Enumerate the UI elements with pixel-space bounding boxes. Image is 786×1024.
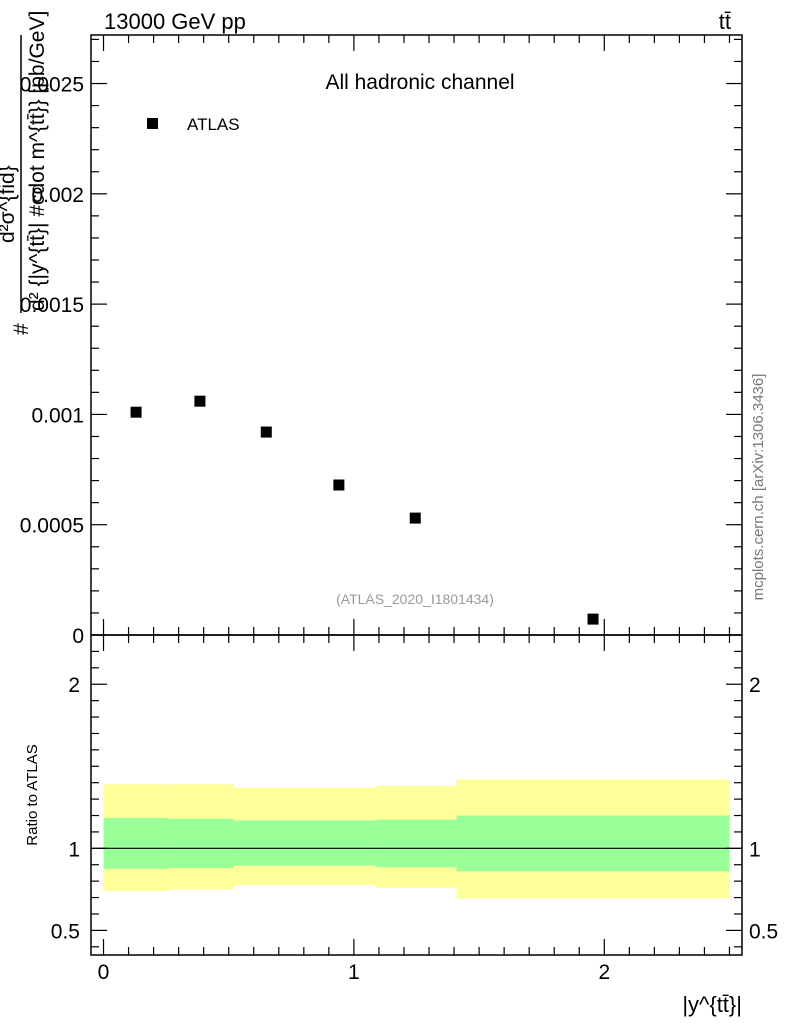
- data-point: [260, 426, 272, 438]
- inner-band: [233, 820, 377, 866]
- legend: ATLAS: [147, 115, 240, 134]
- y-tick-label: 0.0025: [20, 74, 84, 97]
- main-plot-panel: 0 0.0005 0.001 0.0015 0.002 0.0025 All hadron…: [0, 11, 743, 648]
- ratio-plot-ticks: [91, 635, 742, 955]
- legend-marker-atlas: [147, 118, 158, 129]
- x-tick-label: 0: [98, 961, 110, 984]
- data-point: [130, 406, 142, 418]
- ratio-plot-panel: 0.5 0.5 1 1 2 2 0 1 2 Ratio to ATLAS |y^{tt̄}|: [24, 634, 778, 1017]
- data-point: [194, 395, 206, 407]
- ratio-y-tick-label-right: 2: [749, 674, 761, 697]
- x-tick-label: 2: [598, 961, 610, 984]
- energy-label: 13000 GeV pp: [104, 9, 246, 34]
- y-tick-label: 0.001: [31, 404, 84, 427]
- main-plot-marks: [130, 395, 599, 625]
- ratio-y-tick-label-right: 0.5: [749, 920, 778, 943]
- ratio-bands: [103, 779, 730, 899]
- inner-band: [103, 817, 169, 869]
- analysis-id-watermark: (ATLAS_2020_I1801434): [336, 591, 494, 607]
- inner-band: [456, 815, 730, 872]
- chart-title: All hadronic channel: [325, 71, 514, 94]
- main-y-axis-label: # d²σ^{fid} d² {|y^{tt̄}| #cdot m^{tt̄}}…: [0, 11, 49, 335]
- ratio-y-axis-label: Ratio to ATLAS: [24, 744, 41, 845]
- site-credit-watermark: mcplots.cern.ch [arXiv:1306.3436]: [750, 374, 767, 601]
- process-label: tt̄: [719, 9, 731, 34]
- legend-label-atlas: ATLAS: [187, 115, 240, 134]
- x-tick-label: 1: [348, 961, 360, 984]
- data-point: [333, 479, 345, 491]
- ratio-y-tick-label-left: 1: [68, 838, 80, 861]
- y-tick-label: 0.002: [31, 184, 84, 207]
- y-tick-label: 0: [72, 625, 84, 648]
- ratio-y-tick-label-left: 2: [68, 674, 80, 697]
- y-label-prefix: #: [10, 323, 33, 335]
- y-label-numerator: d²σ^{fid}: [0, 165, 19, 243]
- data-point: [587, 613, 599, 625]
- y-tick-label: 0.0005: [20, 515, 84, 538]
- y-tick-label: 0.0015: [20, 294, 84, 317]
- ratio-y-tick-labels: 0.5 0.5 1 1 2 2: [51, 674, 778, 943]
- inner-band: [376, 819, 457, 868]
- ratio-y-tick-label-right: 1: [749, 838, 761, 861]
- main-plot-y-tick-labels: 0 0.0005 0.001 0.0015 0.002 0.0025: [20, 74, 84, 648]
- ratio-y-tick-label-left: 0.5: [51, 920, 80, 943]
- ratio-x-tick-labels: 0 1 2: [98, 961, 610, 984]
- inner-band: [168, 818, 234, 869]
- ratio-plot-frame: [90, 634, 743, 956]
- data-point: [409, 512, 421, 524]
- y-label-denominator: d² {|y^{tt̄}| #cdot m^{tt̄}} [pb/GeV]: [26, 11, 49, 311]
- x-axis-label: |y^{tt̄}|: [682, 992, 742, 1017]
